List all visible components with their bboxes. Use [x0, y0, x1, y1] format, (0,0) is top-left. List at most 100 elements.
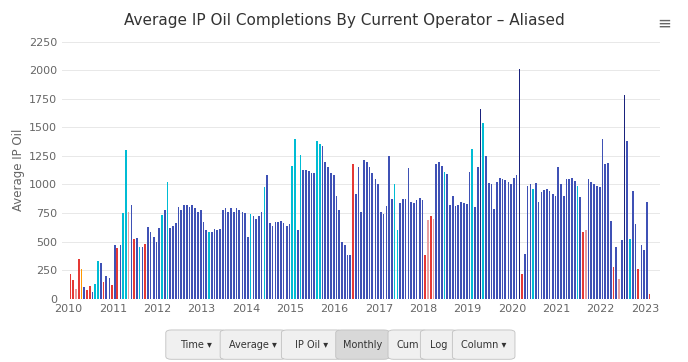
Bar: [291, 166, 293, 299]
Bar: [469, 172, 470, 299]
Bar: [103, 282, 105, 299]
Y-axis label: Average IP Oil: Average IP Oil: [12, 129, 25, 211]
Bar: [211, 232, 213, 299]
Bar: [577, 186, 579, 299]
Bar: [355, 194, 356, 299]
Bar: [649, 294, 650, 299]
Bar: [588, 179, 590, 299]
Bar: [624, 95, 625, 299]
Bar: [546, 189, 548, 299]
Bar: [75, 289, 77, 299]
Bar: [632, 191, 634, 299]
Bar: [530, 184, 531, 299]
Bar: [416, 201, 418, 299]
Bar: [169, 228, 171, 299]
Bar: [482, 123, 484, 299]
Bar: [227, 212, 229, 299]
Bar: [621, 240, 623, 299]
Bar: [178, 207, 180, 299]
Bar: [619, 279, 620, 299]
Bar: [286, 226, 288, 299]
Bar: [338, 210, 340, 299]
Bar: [427, 220, 429, 299]
Bar: [69, 274, 71, 299]
Bar: [466, 204, 468, 299]
Text: ≡: ≡: [657, 14, 671, 33]
Bar: [241, 212, 244, 299]
Bar: [383, 214, 384, 299]
Bar: [225, 209, 226, 299]
Bar: [125, 150, 127, 299]
Bar: [142, 247, 144, 299]
Bar: [261, 212, 262, 299]
Bar: [615, 247, 617, 299]
Bar: [566, 179, 568, 299]
Bar: [491, 184, 493, 299]
Bar: [208, 232, 210, 299]
Bar: [258, 216, 259, 299]
Bar: [252, 216, 255, 299]
Bar: [544, 190, 545, 299]
Bar: [582, 232, 583, 299]
Bar: [347, 255, 348, 299]
Bar: [200, 210, 202, 299]
Bar: [635, 224, 636, 299]
Bar: [460, 202, 462, 299]
Bar: [194, 209, 196, 299]
Bar: [277, 222, 279, 299]
Bar: [98, 261, 99, 299]
Bar: [599, 187, 601, 299]
Bar: [363, 160, 365, 299]
Bar: [247, 237, 248, 299]
Bar: [275, 222, 277, 299]
Bar: [399, 203, 401, 299]
Bar: [555, 196, 556, 299]
Bar: [433, 219, 434, 299]
Bar: [180, 210, 182, 299]
Bar: [486, 156, 487, 299]
Bar: [497, 182, 498, 299]
Bar: [488, 183, 490, 299]
Bar: [153, 237, 155, 299]
Bar: [386, 206, 387, 299]
Bar: [522, 274, 523, 299]
Bar: [571, 178, 572, 299]
Bar: [72, 281, 74, 299]
Text: Average IP Oil Completions By Current Operator – Aliased: Average IP Oil Completions By Current Op…: [124, 13, 564, 28]
Bar: [213, 229, 215, 299]
Bar: [158, 228, 160, 299]
Bar: [563, 196, 565, 299]
Bar: [350, 255, 351, 299]
Bar: [361, 212, 362, 299]
Bar: [166, 182, 169, 299]
Bar: [535, 183, 537, 299]
Bar: [585, 230, 587, 299]
Bar: [155, 241, 157, 299]
Bar: [538, 202, 539, 299]
Bar: [391, 199, 393, 299]
Bar: [272, 226, 273, 299]
Bar: [441, 166, 443, 299]
Bar: [510, 184, 512, 299]
Bar: [422, 201, 423, 299]
Bar: [302, 169, 304, 299]
Bar: [131, 205, 132, 299]
Bar: [233, 212, 235, 299]
Bar: [388, 156, 390, 299]
Bar: [280, 221, 282, 299]
Bar: [604, 164, 606, 299]
Bar: [189, 207, 191, 299]
Bar: [436, 164, 437, 299]
Bar: [502, 179, 504, 299]
Bar: [630, 239, 631, 299]
Bar: [463, 203, 465, 299]
Bar: [319, 144, 321, 299]
Bar: [515, 175, 517, 299]
Bar: [330, 173, 332, 299]
Bar: [236, 209, 237, 299]
Bar: [114, 245, 116, 299]
Text: Monthly: Monthly: [343, 340, 383, 350]
Bar: [638, 269, 639, 299]
Bar: [541, 193, 543, 299]
Bar: [89, 286, 91, 299]
